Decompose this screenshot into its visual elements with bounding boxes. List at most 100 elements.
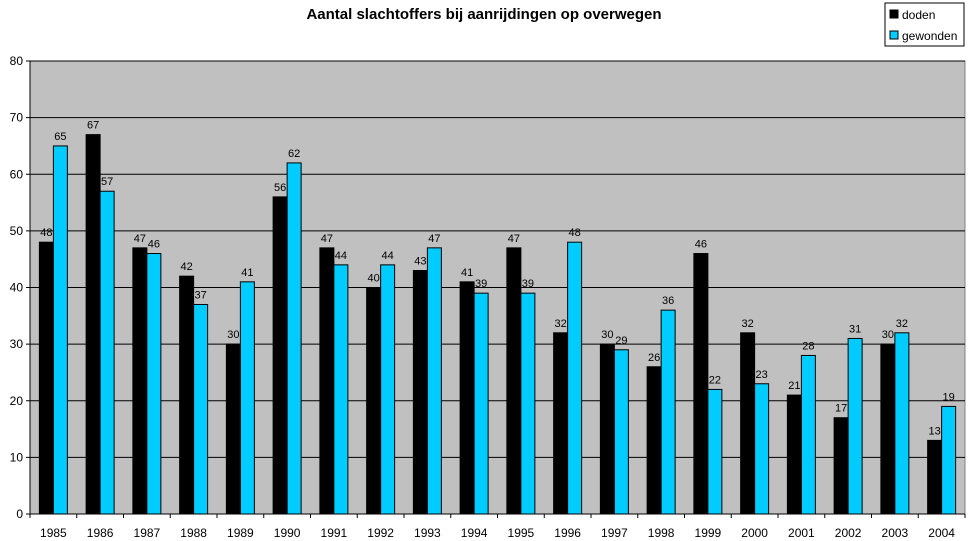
bar-doden-1992 (366, 287, 382, 515)
bars (38, 134, 957, 515)
data-label-gewonden-2000: 23 (756, 369, 768, 381)
y-tick-label: 30 (10, 337, 24, 351)
bar-gewonden-1993 (426, 247, 442, 515)
data-label-doden-1987: 47 (134, 233, 146, 245)
bar-doden-2004 (927, 439, 943, 515)
x-tick-label: 2001 (788, 526, 815, 540)
x-tick-label: 1985 (40, 526, 67, 540)
bar-doden-1999 (693, 253, 709, 515)
bar-doden-2000 (740, 332, 756, 515)
data-label-gewonden-1985: 65 (54, 131, 66, 143)
data-label-doden-1995: 47 (508, 233, 520, 245)
data-label-gewonden-1999: 22 (709, 374, 721, 386)
data-label-gewonden-1992: 44 (382, 250, 394, 262)
data-label-doden-1996: 32 (555, 318, 567, 330)
data-label-gewonden-1987: 46 (148, 239, 160, 251)
bar-doden-1993 (412, 270, 428, 515)
bar-gewonden-1991 (333, 264, 349, 515)
x-tick-label: 1986 (87, 526, 114, 540)
data-label-doden-2003: 30 (882, 329, 894, 341)
bar-doden-1998 (646, 366, 662, 515)
data-label-gewonden-2001: 28 (802, 340, 814, 352)
x-tick-label: 1993 (414, 526, 441, 540)
bar-gewonden-1999 (707, 388, 723, 515)
data-label-doden-1993: 43 (414, 256, 426, 268)
data-label-doden-1997: 30 (601, 329, 613, 341)
bar-gewonden-1995 (520, 292, 536, 515)
y-tick-label: 80 (10, 54, 24, 68)
bar-gewonden-1990 (286, 162, 302, 515)
x-tick-label: 1992 (367, 526, 394, 540)
bar-doden-1986 (85, 134, 101, 515)
bar-doden-1985 (38, 241, 54, 515)
data-label-gewonden-1994: 39 (475, 278, 487, 290)
bar-doden-1996 (553, 332, 569, 515)
legend-label-doden: doden (902, 8, 935, 22)
data-label-doden-1991: 47 (321, 233, 333, 245)
bar-doden-2003 (880, 343, 896, 515)
bar-doden-1991 (319, 247, 335, 515)
data-label-doden-1994: 41 (461, 267, 473, 279)
legend-label-gewonden: gewonden (902, 29, 957, 43)
y-tick-label: 40 (10, 281, 24, 295)
bar-gewonden-1994 (473, 292, 489, 515)
data-label-doden-2001: 21 (788, 380, 800, 392)
data-label-doden-1992: 40 (368, 273, 380, 285)
data-label-gewonden-1986: 57 (101, 176, 113, 188)
x-tick-label: 1987 (134, 526, 161, 540)
bar-gewonden-1992 (380, 264, 396, 515)
y-tick-label: 70 (10, 111, 24, 125)
bar-gewonden-1985 (52, 145, 68, 515)
x-tick-label: 1991 (321, 526, 348, 540)
bar-doden-1989 (225, 343, 241, 515)
bar-doden-1990 (272, 196, 288, 515)
x-tick-label: 2002 (835, 526, 862, 540)
x-tick-label: 1988 (180, 526, 207, 540)
data-label-gewonden-1993: 47 (428, 233, 440, 245)
data-label-gewonden-1996: 48 (569, 227, 581, 239)
legend-swatch-gewonden (889, 30, 899, 40)
bar-doden-1988 (179, 275, 195, 515)
data-label-gewonden-1998: 36 (662, 295, 674, 307)
bar-gewonden-1986 (99, 190, 115, 515)
data-label-doden-2002: 17 (835, 403, 847, 415)
legend-swatch-doden (889, 9, 899, 19)
x-tick-label: 1996 (554, 526, 581, 540)
bar-gewonden-1998 (660, 309, 676, 515)
x-tick-label: 1998 (648, 526, 675, 540)
data-label-doden-1998: 26 (648, 352, 660, 364)
legend: doden gewonden (884, 2, 965, 47)
chart-title: Aantal slachtoffers bij aanrijdingen op … (306, 6, 661, 23)
y-axis: 0 10 20 30 40 50 60 70 80 (10, 54, 31, 521)
bar-doden-2001 (786, 394, 802, 515)
data-label-doden-1988: 42 (181, 261, 193, 273)
x-tick-label: 1997 (601, 526, 628, 540)
bar-doden-1994 (459, 281, 475, 515)
bar-doden-1997 (599, 343, 615, 515)
data-label-doden-1990: 56 (274, 182, 286, 194)
x-tick-label: 2000 (741, 526, 768, 540)
data-label-doden-2000: 32 (742, 318, 754, 330)
bar-doden-1987 (132, 247, 148, 515)
x-tick-label: 1995 (508, 526, 535, 540)
x-tick-label: 1994 (461, 526, 488, 540)
x-tick-label: 1999 (695, 526, 722, 540)
data-label-gewonden-1988: 37 (195, 289, 207, 301)
bar-gewonden-1989 (239, 281, 255, 515)
bar-gewonden-1996 (567, 241, 583, 515)
bar-doden-2002 (833, 417, 849, 515)
data-label-gewonden-1997: 29 (615, 335, 627, 347)
y-tick-label: 60 (10, 167, 24, 181)
bar-gewonden-1987 (146, 253, 162, 515)
x-tick-label: 2004 (928, 526, 955, 540)
bar-gewonden-2004 (941, 405, 957, 515)
data-label-doden-1989: 30 (227, 329, 239, 341)
data-label-gewonden-1989: 41 (241, 267, 253, 279)
y-tick-label: 0 (16, 507, 23, 521)
y-tick-label: 10 (10, 450, 24, 464)
bar-gewonden-2002 (847, 337, 863, 515)
data-label-gewonden-2003: 32 (896, 318, 908, 330)
data-label-gewonden-1991: 44 (335, 250, 347, 262)
